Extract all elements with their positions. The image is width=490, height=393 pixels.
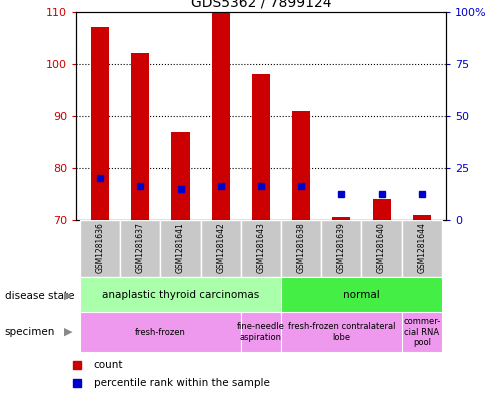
Text: disease state: disease state <box>5 290 74 301</box>
Text: normal: normal <box>343 290 380 300</box>
Bar <box>281 277 442 312</box>
Bar <box>362 220 402 277</box>
Text: commer-
cial RNA
pool: commer- cial RNA pool <box>403 317 441 347</box>
Bar <box>332 217 350 220</box>
Bar <box>172 132 190 220</box>
Text: count: count <box>94 360 123 370</box>
Text: GSM1281643: GSM1281643 <box>256 222 266 273</box>
Bar <box>131 53 149 220</box>
Title: GDS5362 / 7899124: GDS5362 / 7899124 <box>191 0 331 9</box>
Bar <box>80 312 241 352</box>
Text: anaplastic thyroid carcinomas: anaplastic thyroid carcinomas <box>102 290 259 300</box>
Bar <box>321 220 362 277</box>
Bar <box>200 220 241 277</box>
Text: GSM1281641: GSM1281641 <box>176 222 185 272</box>
Text: GSM1281640: GSM1281640 <box>377 222 386 273</box>
Text: specimen: specimen <box>5 327 55 337</box>
Bar <box>80 277 281 312</box>
Text: percentile rank within the sample: percentile rank within the sample <box>94 378 270 388</box>
Text: GSM1281637: GSM1281637 <box>136 222 145 273</box>
Text: GSM1281638: GSM1281638 <box>296 222 306 272</box>
Bar <box>372 199 391 220</box>
Text: ▶: ▶ <box>64 327 73 337</box>
Text: GSM1281639: GSM1281639 <box>337 222 346 273</box>
Text: fresh-frozen: fresh-frozen <box>135 328 186 336</box>
Bar <box>80 220 120 277</box>
Bar <box>212 12 230 220</box>
Bar <box>281 312 402 352</box>
Text: ▶: ▶ <box>64 290 73 301</box>
Bar <box>292 111 310 220</box>
Bar <box>402 312 442 352</box>
Text: fresh-frozen contralateral
lobe: fresh-frozen contralateral lobe <box>288 322 395 342</box>
Bar <box>402 220 442 277</box>
Bar <box>281 220 321 277</box>
Text: fine-needle
aspiration: fine-needle aspiration <box>237 322 285 342</box>
Bar <box>160 220 200 277</box>
Bar <box>120 220 160 277</box>
Text: GSM1281636: GSM1281636 <box>96 222 104 273</box>
Bar <box>252 74 270 220</box>
Bar <box>413 215 431 220</box>
Text: GSM1281644: GSM1281644 <box>417 222 426 273</box>
Bar <box>241 312 281 352</box>
Bar <box>91 28 109 220</box>
Text: GSM1281642: GSM1281642 <box>216 222 225 272</box>
Bar <box>241 220 281 277</box>
